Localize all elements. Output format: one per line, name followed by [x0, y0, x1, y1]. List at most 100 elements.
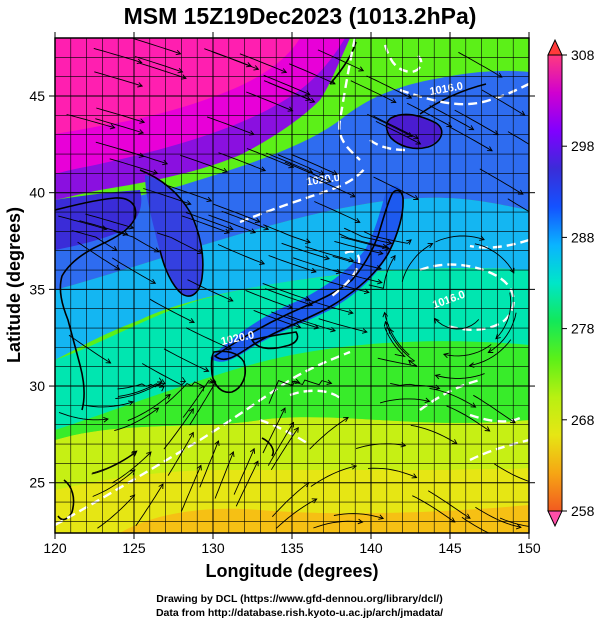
streamline: [263, 80, 311, 101]
streamline-arrowhead: [226, 344, 233, 350]
credit-line-2: Data from http://database.rish.kyoto-u.a…: [155, 607, 444, 619]
streamline: [344, 227, 392, 244]
streamline: [262, 407, 286, 454]
streamline-arrowhead: [109, 123, 116, 130]
streamline-arrowhead: [464, 513, 471, 519]
streamline: [469, 339, 512, 367]
colorbar: 308 298 288 278 268 258: [547, 38, 595, 528]
y-tick-labels: 25 30 35 40 45: [29, 88, 45, 491]
x-tick-label: 125: [122, 540, 146, 556]
streamline-arrowhead: [325, 177, 332, 183]
streamline: [180, 154, 228, 173]
streamline: [367, 467, 417, 479]
streamline: [507, 131, 529, 145]
streamline: [68, 334, 111, 364]
streamline: [235, 461, 259, 507]
streamline-arrowhead: [502, 536, 507, 541]
streamline-arrowhead: [326, 379, 333, 385]
streamline: [435, 373, 485, 379]
streamline-arrowhead: [388, 328, 394, 334]
streamline: [271, 482, 310, 518]
streamline: [263, 74, 310, 96]
streamline-arrowhead: [281, 68, 288, 74]
colorbar-bar: [547, 54, 563, 512]
streamline-arrowhead: [390, 98, 397, 104]
streamline-arrowhead: [263, 225, 270, 231]
map-title: MSM 15Z19Dec2023 (1013.2hPa): [124, 3, 477, 29]
streamline-arrowhead: [136, 58, 143, 65]
streamline: [448, 125, 493, 152]
streamline: [246, 91, 293, 112]
streamline-arrowhead: [101, 225, 108, 231]
streamline-arrowhead: [361, 328, 368, 334]
y-tick-label: 30: [29, 378, 45, 394]
streamline-arrowhead: [137, 82, 144, 88]
streamline: [289, 63, 336, 85]
streamline-arrowhead: [487, 348, 494, 353]
streamline: [379, 398, 430, 404]
streamline: [291, 153, 338, 175]
streamline: [163, 348, 209, 372]
streamline: [134, 56, 183, 73]
streamline-arrowhead: [181, 74, 187, 80]
streamline-arrowhead: [188, 408, 194, 414]
streamline: [366, 75, 412, 99]
streamline-arrowhead: [288, 421, 294, 428]
streamline: [245, 289, 293, 309]
isobar-label: 1016.0: [429, 80, 464, 98]
streamline-arrowhead: [351, 464, 358, 470]
streamline: [71, 230, 118, 251]
streamline-arrowhead: [227, 296, 234, 302]
streamline-arrowhead: [517, 189, 524, 195]
streamline-arrowhead: [424, 397, 431, 404]
streamline: [443, 344, 492, 357]
streamline: [271, 311, 319, 329]
streamline-arrowhead: [363, 288, 370, 295]
streamline: [446, 405, 490, 432]
colorbar-bottom-triangle: [547, 510, 563, 528]
streamline-arrowhead: [254, 217, 261, 223]
streamline-arrowhead: [227, 225, 234, 231]
streamline-arrowhead: [150, 278, 157, 284]
streamline: [263, 224, 311, 243]
streamline: [182, 380, 214, 418]
streamline-arrowhead: [329, 79, 336, 85]
streamline-arrowhead: [229, 451, 235, 457]
coastlines: [55, 41, 487, 521]
streamline: [495, 292, 512, 339]
streamline: [277, 154, 325, 175]
streamline-arrowhead: [332, 170, 338, 176]
streamline-arrowhead: [319, 170, 325, 176]
streamline: [473, 394, 516, 424]
streamline: [281, 242, 330, 260]
streamline-arrowhead: [348, 257, 355, 263]
streamline-arrowhead: [158, 386, 165, 392]
streamline: [143, 188, 191, 205]
streamline: [208, 214, 256, 234]
streamline: [494, 463, 529, 482]
x-tick-label: 135: [280, 540, 304, 556]
x-tick-labels: 120 125 130 135 140 145 150: [43, 540, 541, 556]
streamline-arrowhead: [544, 525, 549, 530]
isobar-label: 1020.0: [306, 172, 341, 189]
streamline: [141, 363, 186, 386]
lat-lon-grid: [55, 38, 529, 533]
streamline-arrowhead: [515, 523, 522, 530]
streamline-arrowhead: [535, 481, 540, 486]
streamline: [217, 244, 265, 265]
streamline-arrowhead: [347, 309, 354, 315]
streamline-arrowhead: [449, 517, 456, 523]
streamline-arrowhead: [153, 407, 160, 413]
streamline: [239, 53, 287, 73]
streamline-arrowhead: [307, 301, 314, 307]
streamline-arrowhead: [408, 359, 414, 366]
streamline: [377, 357, 418, 367]
streamline: [333, 513, 384, 519]
streamline-arrowhead: [253, 65, 260, 71]
streamline-arrowhead: [330, 326, 337, 333]
streamline: [435, 235, 485, 243]
streamline-arrowhead: [288, 163, 295, 169]
streamline: [304, 298, 354, 314]
streamline: [114, 407, 159, 432]
streamline: [309, 175, 356, 198]
